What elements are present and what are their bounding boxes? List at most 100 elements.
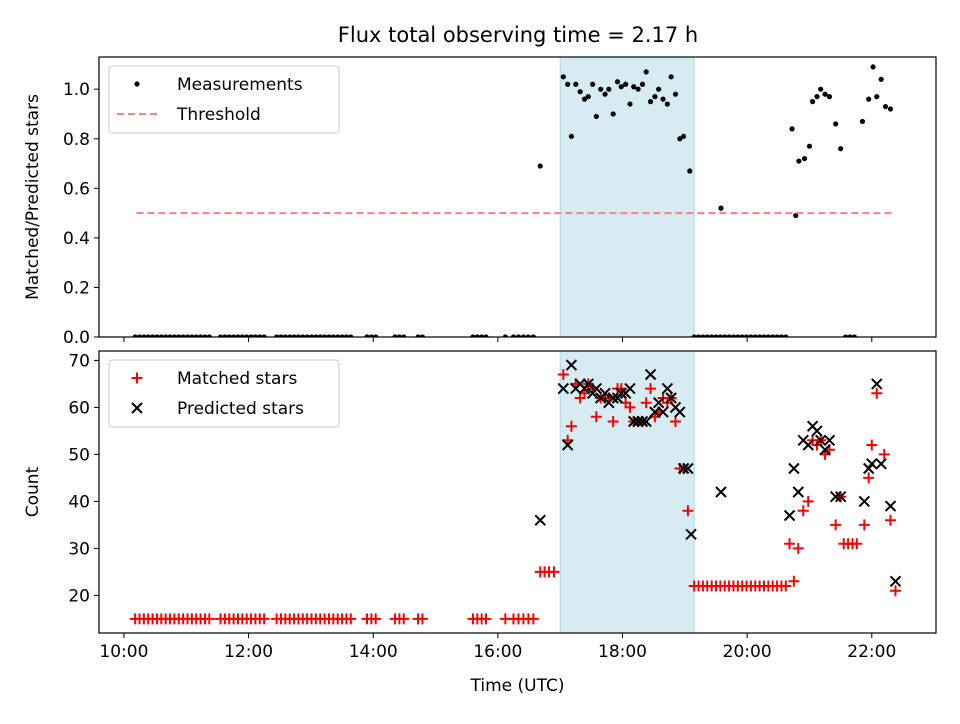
matched-star-point	[858, 519, 870, 531]
y-tick-label: 0.2	[63, 278, 90, 298]
measurement-point	[722, 334, 728, 337]
measurement-point	[317, 334, 323, 337]
measurement-point	[606, 86, 612, 92]
measurement-point	[796, 158, 802, 164]
measurement-point	[757, 334, 763, 337]
measurement-point	[163, 334, 169, 337]
measurement-point	[610, 111, 616, 117]
matched-star-point	[590, 411, 602, 423]
axes-frame	[98, 350, 937, 634]
measurement-point	[810, 99, 816, 105]
x-tick-label: 16:00	[473, 642, 522, 662]
measurement-point	[510, 334, 517, 337]
measurement-point	[691, 334, 697, 337]
predicted-star-point	[657, 406, 669, 418]
predicted-star-point	[788, 462, 800, 475]
measurement-point	[664, 101, 670, 107]
measurement-point	[373, 334, 379, 337]
matched-star-point	[416, 613, 428, 625]
series-measurements	[132, 64, 894, 337]
legend: Measurements Threshold	[108, 65, 340, 134]
measurement-point	[882, 103, 889, 110]
measurement-point	[770, 334, 776, 337]
measurement-point	[154, 334, 160, 337]
measurement-point	[176, 334, 182, 337]
measurement-point	[752, 334, 758, 337]
predicted-star-point	[834, 490, 847, 503]
y-tick-label: 0.4	[63, 229, 90, 249]
y-tick-label: 40	[68, 492, 90, 512]
predicted-star-point	[565, 359, 578, 371]
measurement-point	[765, 334, 771, 337]
measurement-point	[308, 334, 315, 337]
bottom-panel: 20 30 40 50 60 70 10:00 12:00 14:00 16:00 18:00 20:…	[23, 350, 937, 696]
matched-star-point	[830, 519, 842, 531]
measurement-point	[392, 334, 398, 337]
measurement-point	[717, 334, 723, 337]
measurement-point	[843, 334, 849, 337]
axes-frame	[98, 56, 937, 338]
measurement-point	[167, 334, 173, 337]
measurement-point	[826, 94, 833, 100]
measurement-point	[700, 334, 706, 337]
measurement-point	[639, 81, 646, 87]
measurement-point	[652, 94, 658, 100]
measurement-point	[278, 334, 284, 337]
measurement-point	[257, 334, 263, 337]
measurement-point	[878, 76, 884, 82]
plot-area-marks	[129, 359, 902, 625]
y-tick-label: 0.8	[63, 130, 90, 150]
predicted-star-point	[685, 528, 697, 541]
measurement-point	[304, 334, 310, 337]
matched-star-point	[682, 505, 694, 517]
measurement-point	[713, 334, 719, 337]
measurement-point	[474, 334, 480, 337]
x-tick-label: 18:00	[598, 642, 647, 662]
measurement-point	[833, 121, 839, 127]
measurement-point	[704, 334, 710, 337]
observing-window-span	[559, 56, 695, 338]
measurement-point	[806, 143, 813, 149]
measurement-point	[530, 334, 536, 337]
measurement-point	[149, 334, 156, 337]
x-tick-label: 14:00	[349, 642, 398, 662]
predicted-star-point	[561, 439, 574, 451]
measurement-point	[145, 334, 151, 337]
matched-star-point	[607, 416, 619, 427]
chart-title: Flux total observing time = 2.17 h	[338, 23, 698, 47]
measurement-point	[887, 106, 894, 112]
measurement-point	[687, 168, 693, 174]
measurement-point	[515, 334, 522, 337]
predicted-star-point	[829, 490, 842, 503]
measurement-point	[643, 69, 649, 75]
measurement-point	[565, 81, 571, 87]
measurement-point	[202, 334, 208, 337]
y-axis-label: Count	[23, 466, 43, 517]
plot-area-marks	[132, 64, 894, 337]
measurement-point	[415, 334, 421, 337]
predicted-star-point	[590, 382, 603, 395]
matched-star-point	[851, 538, 863, 550]
measurement-point	[197, 334, 204, 337]
predicted-star-point	[783, 509, 796, 522]
measurement-point	[339, 334, 345, 337]
measurement-point	[793, 212, 799, 219]
measurement-point	[623, 81, 629, 87]
measurement-point	[677, 136, 683, 142]
measurement-point	[589, 81, 596, 87]
y-tick-label: 20	[68, 586, 90, 606]
measurement-point	[647, 99, 654, 105]
measurement-point	[335, 334, 341, 337]
measurement-point	[672, 91, 679, 97]
measurement-point	[660, 96, 666, 102]
measurement-point	[668, 74, 674, 80]
measurement-point	[847, 334, 853, 337]
measurement-point	[330, 334, 336, 337]
predicted-star-point	[715, 486, 727, 498]
matched-star-point	[565, 420, 577, 432]
predicted-star-point	[819, 443, 831, 456]
matched-star-point	[780, 580, 792, 592]
measurement-point	[814, 94, 820, 100]
matched-star-point	[203, 613, 215, 625]
